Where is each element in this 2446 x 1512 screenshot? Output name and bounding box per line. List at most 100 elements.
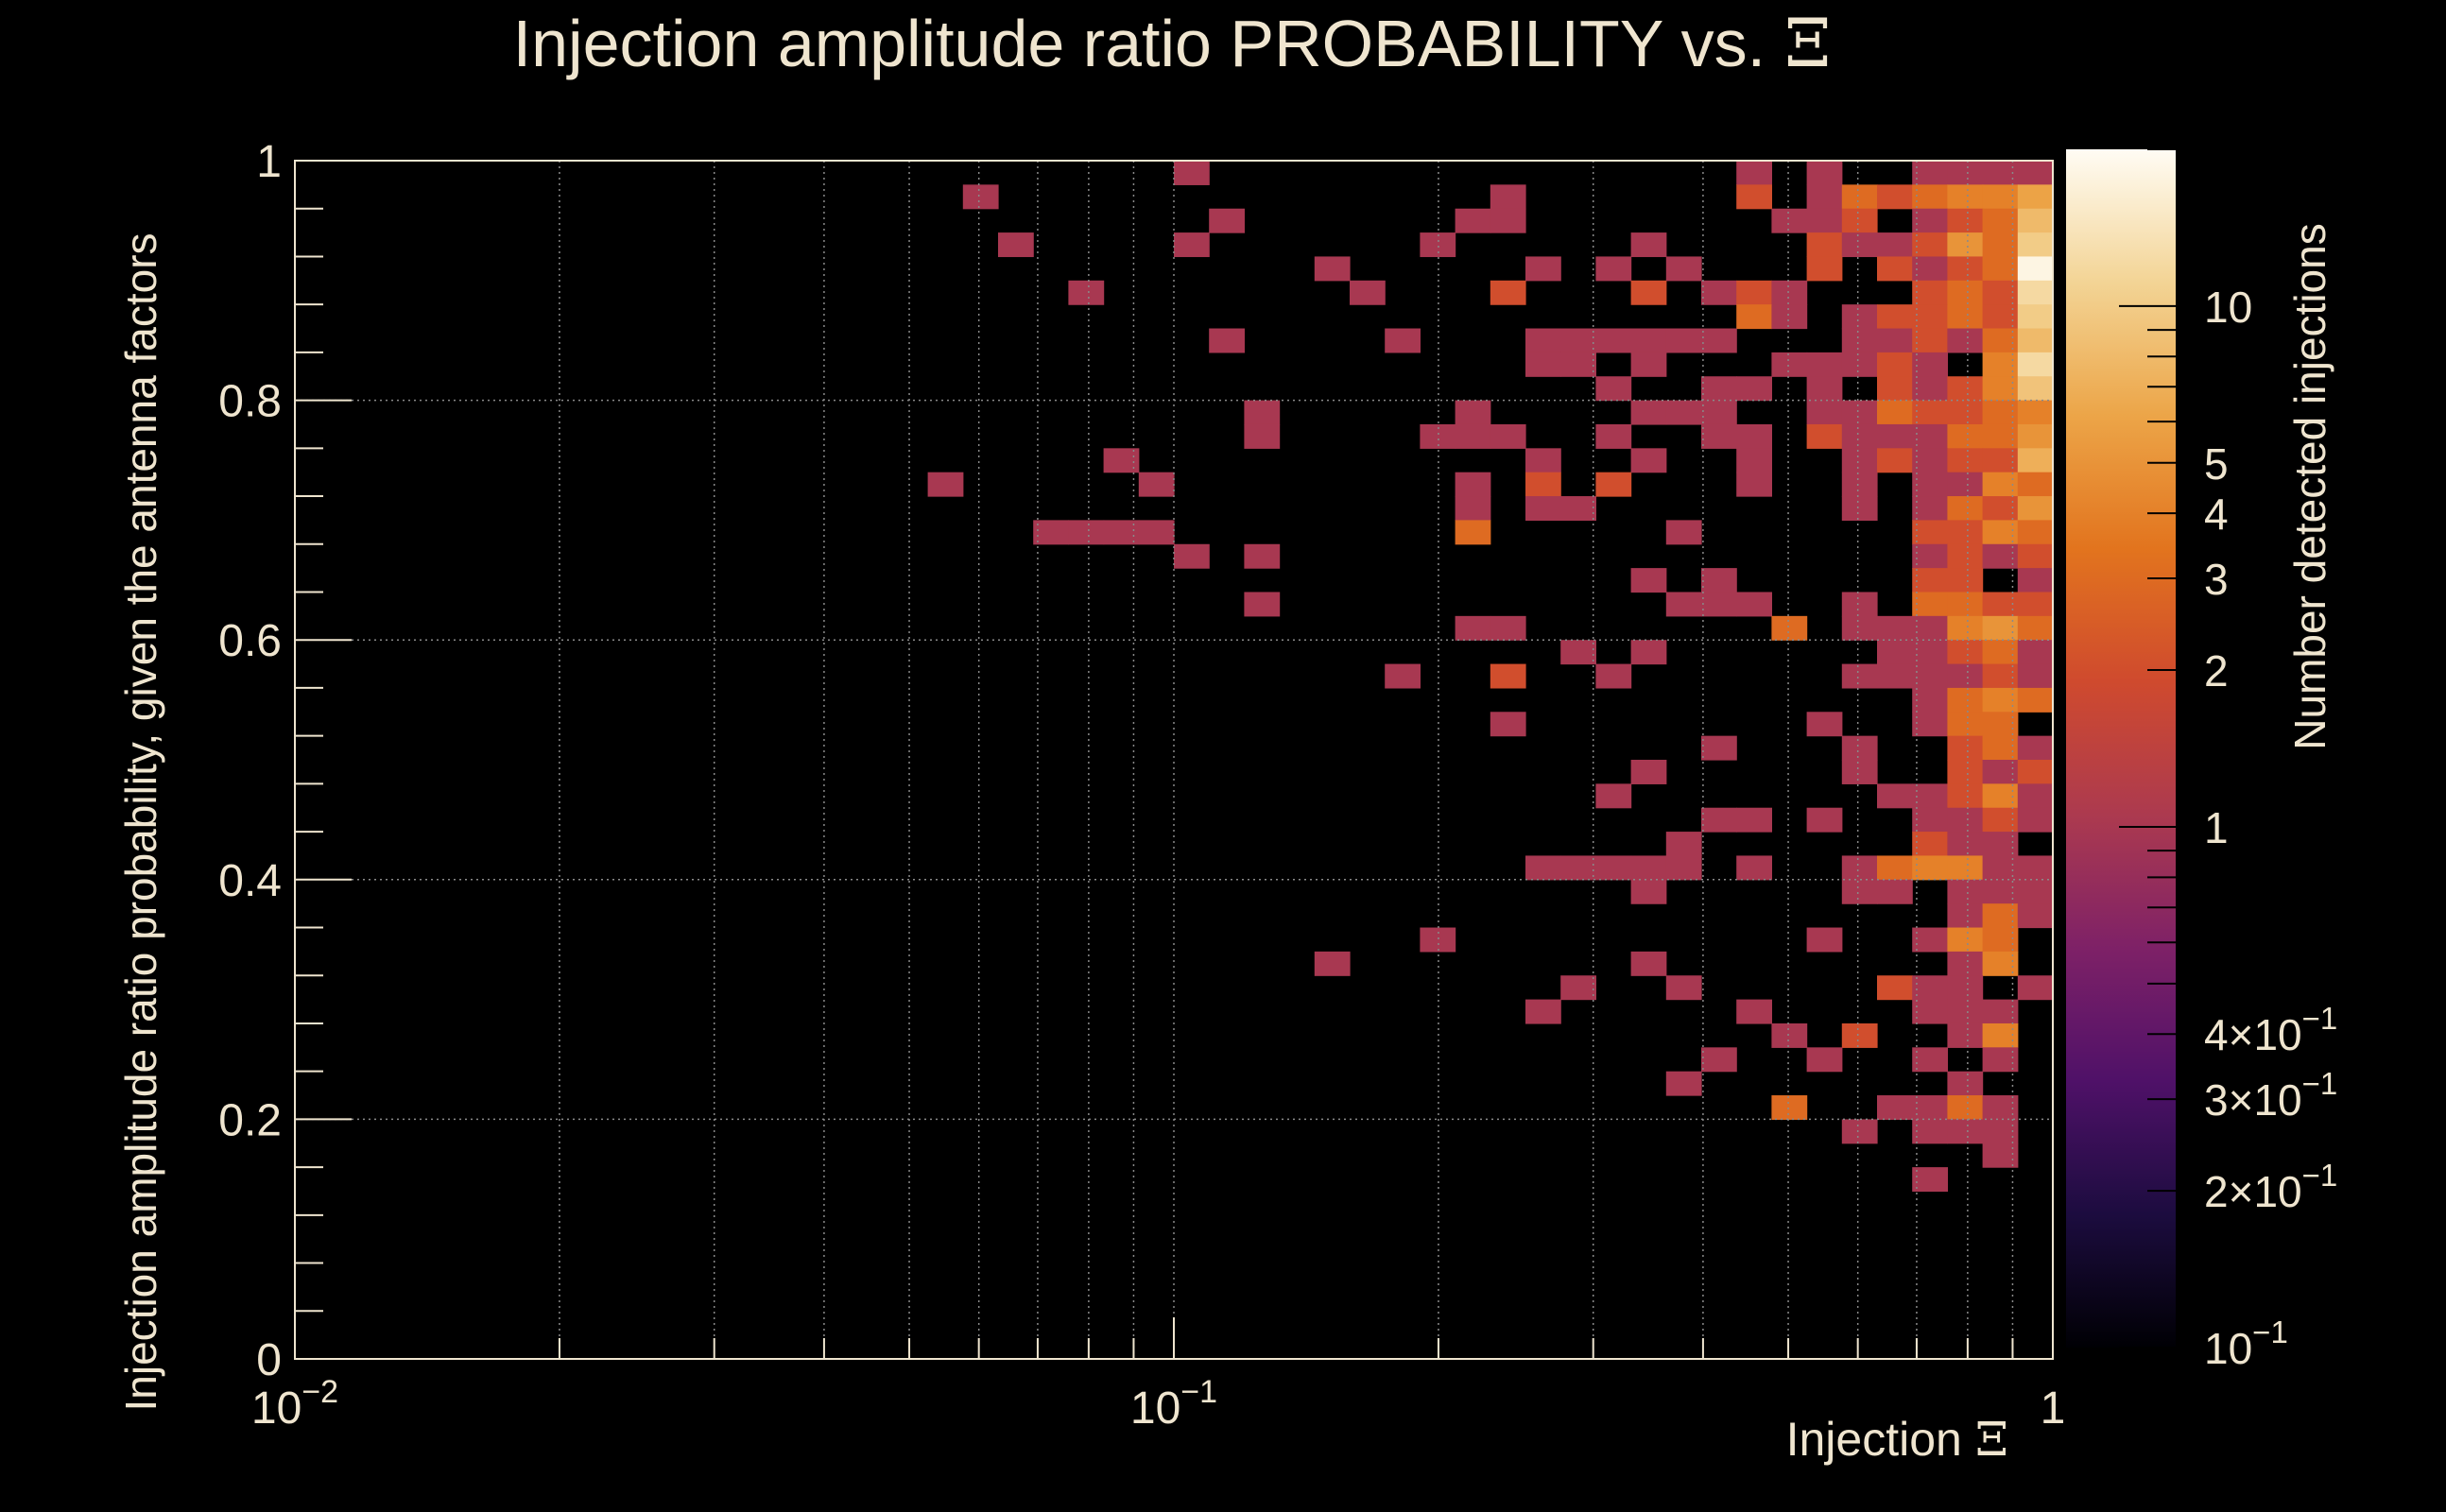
heatmap-cell (1982, 615, 2019, 641)
heatmap-cell (1595, 256, 1632, 282)
heatmap-cell (1806, 161, 1843, 185)
heatmap-cell (1912, 328, 1948, 353)
heatmap-cell (1841, 663, 1878, 689)
colorbar-tick-label: 3×10−1 (2204, 1066, 2337, 1125)
heatmap-cell (1912, 1167, 1948, 1193)
heatmap-cell (2017, 615, 2054, 641)
heatmap-cell (1912, 855, 1948, 881)
heatmap-cell (1736, 592, 1772, 617)
heatmap-cell (1525, 496, 1561, 521)
heatmap-cell (1947, 903, 1984, 929)
heatmap-cell (2017, 352, 2054, 377)
heatmap-cell (1736, 999, 1772, 1024)
heatmap-cell (1912, 184, 1948, 210)
heatmap-cell (1665, 400, 1702, 425)
heatmap-cell (1806, 927, 1843, 953)
heatmap-cell (1877, 352, 1913, 377)
heatmap-cell (2017, 376, 2054, 402)
heatmap-cell (1912, 448, 1948, 473)
heatmap-cell (2017, 855, 2054, 881)
heatmap-cell (1912, 712, 1948, 737)
heatmap-cell (1947, 1095, 1984, 1120)
heatmap-cell (1455, 400, 1491, 425)
heatmap-cell (1947, 232, 1984, 258)
heatmap-cell (1595, 328, 1632, 353)
heatmap-cell (1912, 832, 1948, 857)
heatmap-cell (1701, 1047, 1737, 1073)
heatmap-cell (1877, 975, 1913, 1001)
heatmap-cell (1912, 640, 1948, 665)
heatmap-cell (2017, 879, 2054, 904)
heatmap-cell (1630, 640, 1667, 665)
heatmap-cell (1841, 208, 1878, 233)
heatmap-cell (1771, 208, 1808, 233)
heatmap-cell (1490, 280, 1526, 305)
heatmap-cell (2017, 903, 2054, 929)
heatmap-cell (1841, 592, 1878, 617)
heatmap-cell (1736, 423, 1772, 449)
heatmap-cell (2017, 161, 2054, 185)
heatmap-cell (1877, 256, 1913, 282)
heatmap-cell (1947, 832, 1984, 857)
heatmap-cell (2017, 783, 2054, 809)
heatmap-cell (2017, 256, 2054, 282)
heatmap-cell (1806, 352, 1843, 377)
heatmap-cell (1841, 855, 1878, 881)
colorbar-tick-label: 10 (2204, 283, 2252, 332)
heatmap-cell (1033, 520, 1069, 545)
colorbar-tick-label: 1 (2204, 803, 2229, 852)
heatmap-cell (1595, 855, 1632, 881)
heatmap-cell (1630, 328, 1667, 353)
colorbar-tick-label: 5 (2204, 439, 2229, 489)
heatmap-cell (1947, 543, 1984, 569)
heatmap-cell (1455, 208, 1491, 233)
heatmap-cell (1630, 352, 1667, 377)
heatmap-cell (1947, 1071, 1984, 1096)
heatmap-cell (1982, 496, 2019, 521)
x-tick-label: 10−1 (1130, 1374, 1217, 1434)
heatmap-cell (1174, 161, 1210, 185)
chart-title: Injection amplitude ratio PROBABILITY vs… (513, 5, 1832, 82)
heatmap-cell (1912, 568, 1948, 593)
heatmap-cell (1982, 184, 2019, 210)
heatmap-cell (1912, 807, 1948, 833)
heatmap-cell (1806, 807, 1843, 833)
heatmap-cell (1525, 999, 1561, 1024)
heatmap-cell (1525, 352, 1561, 377)
y-axis-label: Injection amplitude ratio probability, g… (116, 232, 165, 1411)
heatmap-cell (1982, 663, 2019, 689)
heatmap-cell (1244, 423, 1281, 449)
heatmap-cell (1947, 423, 1984, 449)
heatmap-cell (1490, 423, 1526, 449)
heatmap-cell (2017, 184, 2054, 210)
heatmap-cell (1912, 423, 1948, 449)
heatmap-cell (1806, 232, 1843, 258)
heatmap-cell (1912, 543, 1948, 569)
heatmap-cell (1630, 855, 1667, 881)
heatmap-cell (1736, 184, 1772, 210)
heatmap-cell (1877, 400, 1913, 425)
heatmap-cell (1806, 712, 1843, 737)
y-axis-ticks: 0 0.2 0.4 0.6 0.8 1 (218, 137, 352, 1385)
heatmap-cell (2017, 423, 2054, 449)
grid-lines (295, 160, 2053, 1359)
heatmap-cell (1806, 184, 1843, 210)
heatmap-cell (1912, 663, 1948, 689)
heatmap-cell (1630, 400, 1667, 425)
heatmap-cell (1595, 663, 1632, 689)
heatmap-cell (1701, 376, 1737, 402)
heatmap-cell (1877, 640, 1913, 665)
heatmap-cell (998, 232, 1034, 258)
heatmap-cell (1947, 975, 1984, 1001)
heatmap-cell (2017, 735, 2054, 761)
heatmap-cell (1560, 640, 1596, 665)
heatmap-cell (1771, 304, 1808, 330)
heatmap-cell (1947, 760, 1984, 784)
heatmap-cell (1877, 184, 1913, 210)
heatmap-cell (1665, 1071, 1702, 1096)
heatmap-cell (1806, 256, 1843, 282)
heatmap-cell (1771, 352, 1808, 377)
heatmap-cell (1665, 328, 1702, 353)
heatmap-cell (2017, 520, 2054, 545)
